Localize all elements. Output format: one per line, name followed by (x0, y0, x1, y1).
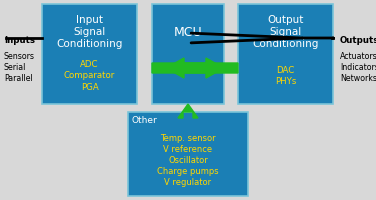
FancyArrow shape (152, 58, 224, 78)
Bar (128, 112, 248, 196)
Bar (42, 4, 137, 104)
Text: Sensors
Serial
Parallel: Sensors Serial Parallel (4, 52, 35, 83)
FancyArrow shape (166, 58, 238, 78)
FancyArrow shape (178, 104, 198, 118)
Text: Inputs: Inputs (4, 36, 35, 45)
Text: MCU: MCU (174, 25, 202, 38)
Text: Temp. sensor
V reference
Oscillator
Charge pumps
V regulator: Temp. sensor V reference Oscillator Char… (157, 134, 219, 187)
Text: Output
Signal
Conditioning: Output Signal Conditioning (252, 15, 319, 49)
Bar (238, 4, 333, 104)
Text: DAC
PHYs: DAC PHYs (275, 66, 296, 86)
Text: Input
Signal
Conditioning: Input Signal Conditioning (56, 15, 123, 49)
Text: Actuators
Indicators
Networks: Actuators Indicators Networks (340, 52, 376, 83)
Text: Other: Other (132, 116, 158, 125)
Bar (152, 4, 224, 104)
Text: ADC
Comparator
PGA: ADC Comparator PGA (64, 60, 115, 92)
Text: Outputs: Outputs (340, 36, 376, 45)
